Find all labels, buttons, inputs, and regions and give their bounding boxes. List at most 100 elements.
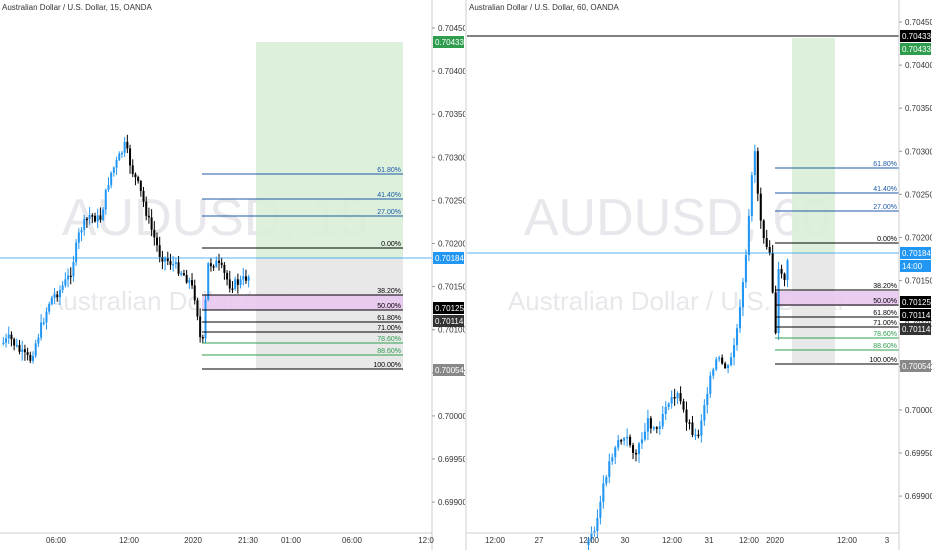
- fib-level-label: 71.00%: [377, 325, 401, 332]
- candle-body: [26, 352, 29, 355]
- candle-body: [679, 393, 682, 402]
- price-tag: [900, 296, 931, 308]
- entry-zone: [202, 295, 403, 310]
- price-tag-label: 0.70054: [435, 366, 464, 375]
- chart-title: Australian Dollar / U.S. Dollar, 15, OAN…: [2, 3, 152, 12]
- chart-canvas-60m[interactable]: AUDUSD, 60 Australian Dollar / U.S. Dolla…: [467, 0, 932, 550]
- fib-level-label: 27.00%: [377, 209, 401, 216]
- pane-divider[interactable]: [465, 0, 467, 550]
- candle-body: [617, 440, 620, 448]
- price-tag: [433, 36, 464, 48]
- candle-body: [161, 256, 164, 262]
- candle-body: [741, 282, 744, 308]
- candle-body: [96, 215, 99, 222]
- time-tick-label: 12:00: [579, 536, 600, 545]
- candle-body: [765, 238, 768, 247]
- price-tag: [433, 364, 464, 376]
- candle-body: [780, 268, 783, 274]
- candle-body: [199, 316, 202, 338]
- candle-body: [182, 273, 185, 276]
- candle-body: [77, 232, 80, 243]
- price-tag-label: 0.70433: [435, 38, 464, 47]
- profit-target-zone: [792, 38, 835, 254]
- candle-body: [112, 167, 115, 173]
- chart-pane-60m[interactable]: AUDUSD, 60 Australian Dollar / U.S. Dolla…: [467, 0, 932, 550]
- candle-body: [80, 230, 83, 233]
- candle-body: [7, 334, 10, 339]
- price-tag: [900, 30, 931, 42]
- candle-body: [709, 375, 712, 394]
- candle-body: [718, 357, 721, 360]
- candle-body: [42, 322, 45, 324]
- candle-body: [223, 264, 226, 273]
- time-tick-label: 21:30: [238, 536, 259, 545]
- candle-body: [608, 461, 611, 478]
- fib-level-label: 0.00%: [381, 241, 401, 248]
- candle-body: [34, 343, 37, 356]
- candle-body: [234, 279, 237, 289]
- time-tick-label: 3: [885, 536, 890, 545]
- candle-body: [23, 349, 26, 353]
- candle-body: [64, 279, 67, 286]
- candle-body: [104, 189, 107, 210]
- fib-level-label: 50.00%: [873, 298, 897, 305]
- candle-body: [191, 280, 194, 286]
- candle-body: [212, 266, 215, 268]
- candle-body: [67, 275, 70, 280]
- candle-body: [37, 337, 40, 344]
- candle-body: [5, 338, 8, 343]
- candle-body: [45, 311, 48, 323]
- candle-body: [242, 276, 245, 280]
- candle-body: [750, 175, 753, 216]
- time-tick-label: 12:00: [837, 536, 858, 545]
- candle-body: [670, 397, 673, 404]
- candle-body: [145, 201, 148, 216]
- candle-body: [738, 307, 742, 329]
- price-tick-label: 0.70200: [438, 240, 465, 249]
- time-tick-label: 06:00: [342, 536, 363, 545]
- candle-body: [744, 254, 747, 283]
- candle-body: [640, 439, 643, 444]
- candle-body: [747, 215, 750, 255]
- price-tag-label: 0.70125: [435, 304, 464, 313]
- candle-body: [83, 218, 86, 231]
- candle-body: [156, 237, 158, 246]
- candle-body: [685, 409, 688, 423]
- price-tick-label: 0.70400: [905, 61, 932, 70]
- time-tick-label: 31: [705, 536, 714, 545]
- candle-body: [18, 344, 21, 352]
- candle-body: [676, 393, 679, 399]
- candle-body: [118, 153, 121, 160]
- price-tag-label: 0.70184: [902, 249, 931, 258]
- candle-body: [596, 517, 599, 532]
- candle-body: [599, 501, 602, 518]
- candle-body: [236, 279, 239, 285]
- candle-body: [634, 452, 638, 455]
- candle-body: [593, 531, 596, 533]
- price-tick-label: 0.70300: [438, 153, 465, 162]
- fib-level-label: 41.40%: [377, 192, 401, 199]
- price-tick-label: 0.70350: [438, 110, 465, 119]
- price-tick-label: 0.70200: [905, 234, 932, 243]
- candle-body: [629, 436, 632, 446]
- candle-body: [771, 252, 774, 293]
- stop-loss-zone: [256, 258, 403, 369]
- candle-body: [228, 279, 231, 289]
- candle-body: [652, 427, 655, 429]
- time-tick-label: 12:00: [119, 536, 140, 545]
- price-tag-label: 14:00: [902, 262, 923, 271]
- chart-title: Australian Dollar / U.S. Dollar, 60, OAN…: [469, 3, 619, 12]
- price-tag: [900, 260, 931, 272]
- candle-body: [48, 304, 51, 312]
- candle-body: [602, 483, 605, 502]
- candle-body: [164, 257, 167, 262]
- candle-body: [682, 401, 685, 410]
- candle-body: [632, 445, 635, 453]
- candle-body: [32, 355, 34, 361]
- candle-body: [715, 359, 718, 370]
- candle-body: [623, 438, 626, 441]
- price-tick-label: 0.69950: [905, 449, 932, 458]
- price-tag-label: 0.70114: [902, 325, 931, 334]
